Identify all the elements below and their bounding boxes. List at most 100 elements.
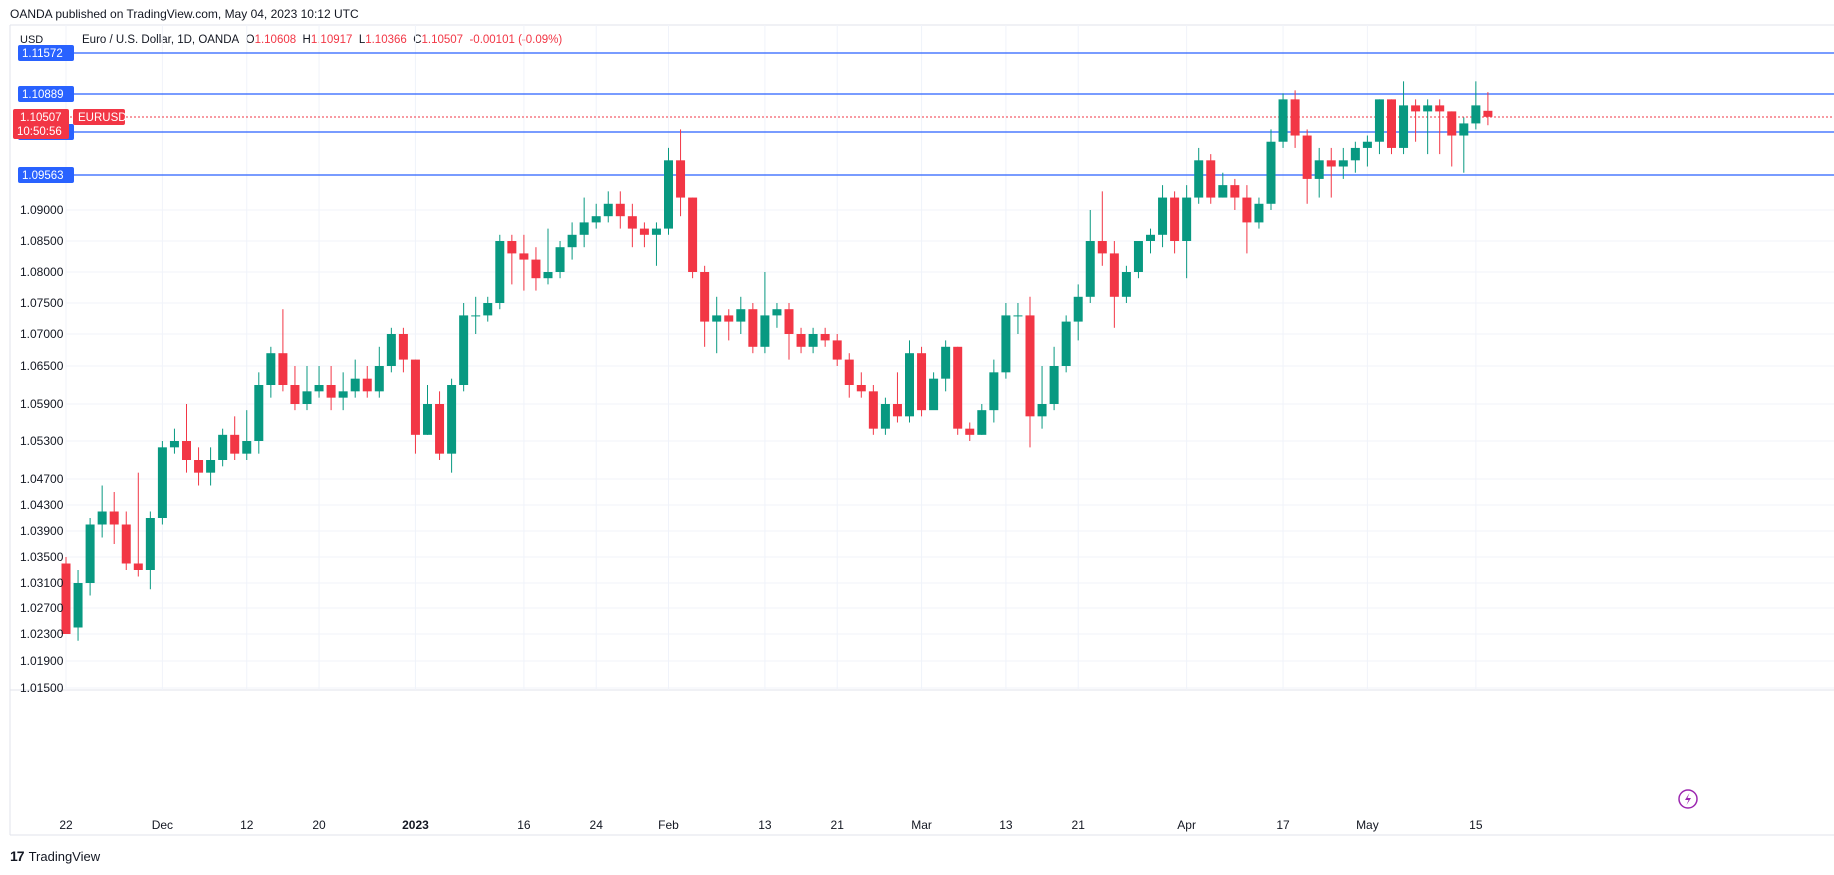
candle-up: [808, 327, 818, 354]
candle-up: [1374, 99, 1384, 155]
tradingview-footer[interactable]: 17 TradingView: [10, 848, 100, 864]
y-tick-label: 1.03900: [20, 524, 64, 538]
candle-down: [724, 309, 734, 341]
candle-down: [748, 303, 758, 354]
candle-up: [603, 191, 613, 223]
candle-up: [386, 327, 396, 373]
candle-up: [254, 372, 264, 454]
candle-up: [157, 441, 167, 525]
candle-down: [639, 222, 649, 248]
open-label: O: [245, 34, 255, 46]
candle-up: [1085, 210, 1095, 303]
tradingview-brand: TradingView: [28, 848, 101, 864]
candle-up: [266, 346, 276, 398]
candle-down: [1387, 99, 1396, 155]
candle-down: [627, 203, 637, 248]
x-tick-label: May: [1356, 818, 1379, 832]
y-tick-label: 1.08500: [20, 234, 64, 248]
candle-up: [1133, 241, 1143, 279]
candle-up: [495, 234, 505, 310]
price-axis[interactable]: 1.09000 1.08500 1.08000 1.07500 1.07000 1.065…: [20, 203, 64, 695]
candle-down: [410, 359, 420, 454]
y-tick-label: 1.05900: [20, 397, 64, 411]
level-price-tag-text: 1.09563: [22, 170, 64, 182]
candle-up: [338, 372, 348, 411]
candle-down: [615, 191, 625, 229]
candle-down: [868, 385, 878, 435]
candle-down: [109, 492, 119, 544]
symbol-tag: [73, 109, 125, 125]
candle-up: [712, 296, 722, 354]
time-axis[interactable]: 22 Dec 12 20 2023 16 24 Feb 13 21 Mar 13 21 Apr 17 May 1…: [59, 818, 1483, 832]
candle-up: [1194, 147, 1204, 204]
y-tick-label: 1.04700: [20, 472, 64, 486]
candle-up: [1158, 185, 1168, 248]
candle-up: [423, 385, 432, 435]
candle-up: [760, 272, 770, 354]
candle-down: [133, 472, 143, 577]
candle-up: [73, 570, 83, 641]
candle-down: [688, 197, 698, 279]
candle-up: [350, 359, 360, 398]
y-tick-label: 1.03100: [20, 576, 64, 590]
candle-up: [483, 296, 493, 322]
candle-down: [182, 404, 191, 473]
candle-down: [820, 327, 830, 347]
candle-down: [784, 303, 794, 360]
last-price-tag: [13, 109, 69, 139]
candle-up: [929, 372, 939, 411]
level-price-tag: [18, 86, 74, 102]
candle-up: [97, 485, 107, 538]
publisher-line: OANDA published on TradingView.com, May …: [10, 7, 359, 21]
y-tick-label: 1.07000: [20, 327, 64, 341]
x-tick-label: 21: [831, 818, 845, 832]
candle-up: [1146, 228, 1155, 254]
candle-up: [374, 346, 384, 398]
candle-down: [917, 346, 927, 417]
candle-down: [61, 557, 71, 634]
low-value: 1.10366: [365, 34, 407, 46]
candle-down: [121, 511, 131, 570]
level-price-tag: [18, 167, 74, 183]
candle-up: [206, 447, 216, 486]
candle-up: [1121, 265, 1131, 303]
candle-down: [676, 129, 686, 217]
candle-up: [471, 296, 481, 334]
candle-up: [579, 197, 589, 248]
candle-down: [1447, 111, 1457, 167]
candle-up: [651, 222, 661, 266]
candle-down: [832, 334, 842, 366]
candle-up: [1037, 366, 1047, 429]
y-tick-label: 1.09000: [20, 203, 64, 217]
chart-grid: [9, 24, 1834, 836]
ohlc-legend: Euro / U.S. Dollar, 1D, OANDA O1.10608 H…: [82, 34, 562, 46]
candle-down: [194, 447, 204, 486]
lightning-icon[interactable]: [1678, 789, 1698, 809]
candle-down: [1435, 99, 1445, 155]
candle-up: [1338, 147, 1348, 179]
candle-up: [1001, 303, 1011, 379]
candle-up: [1013, 303, 1023, 334]
candle-down: [519, 234, 529, 291]
y-tick-label: 1.05300: [20, 434, 64, 448]
low-label: L: [358, 34, 366, 46]
candle-up: [1061, 315, 1071, 373]
candle-down: [398, 327, 408, 373]
candle-down: [1326, 147, 1336, 198]
candle-up: [543, 228, 553, 285]
close-value: 1.10507: [421, 34, 464, 46]
candle-up: [1049, 346, 1059, 411]
candle-down: [278, 309, 288, 392]
candle-up: [555, 241, 565, 279]
candlestick-chart[interactable]: 1.09000 1.08500 1.08000 1.07500 1.07000 1.065…: [0, 0, 1834, 845]
x-tick-label: 21: [1072, 818, 1086, 832]
x-tick-label: 17: [1276, 818, 1290, 832]
candle-up: [218, 428, 228, 467]
candle-up: [941, 340, 951, 392]
candle-up: [1182, 185, 1192, 279]
y-tick-label: 1.06500: [20, 359, 64, 373]
candle-down: [1411, 99, 1421, 142]
horizontal-levels: [66, 52, 1834, 176]
candle-up: [977, 404, 987, 435]
x-tick-label: 13: [758, 818, 772, 832]
